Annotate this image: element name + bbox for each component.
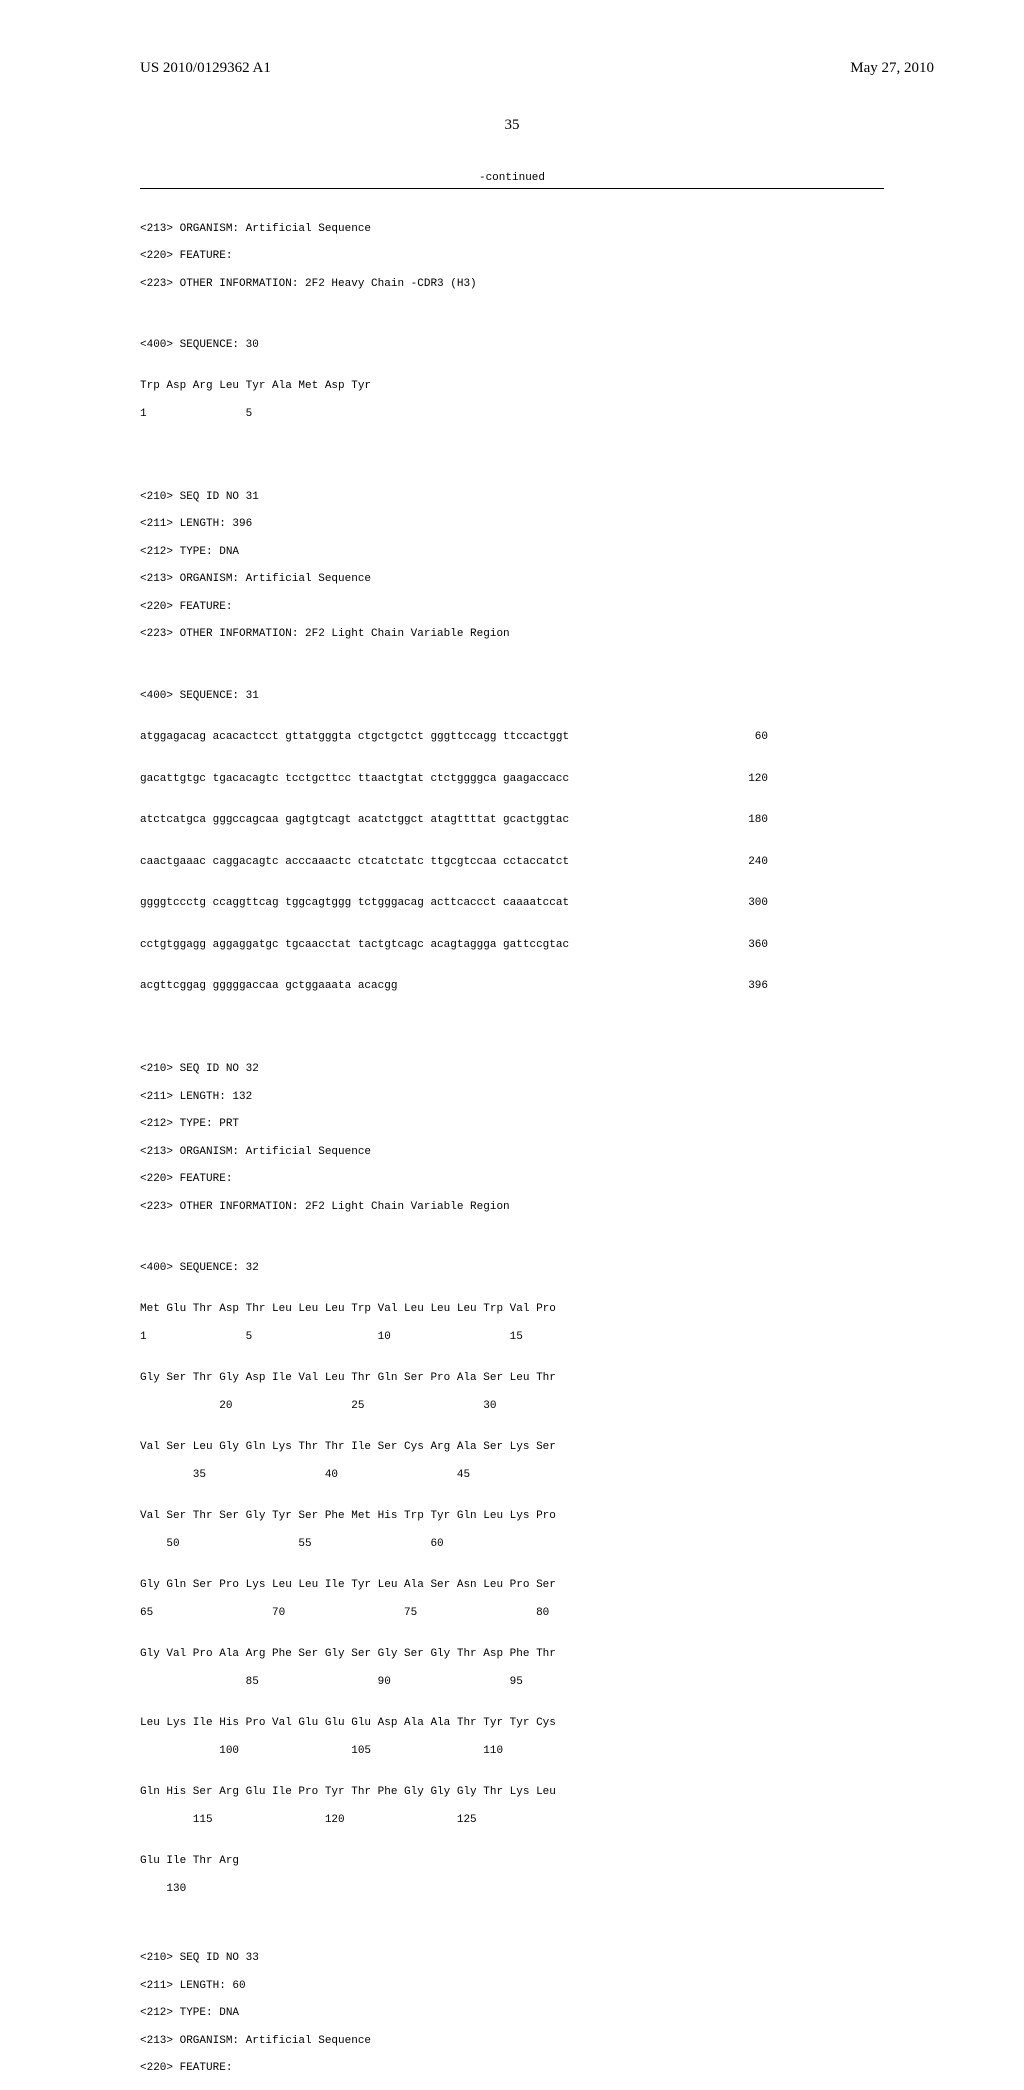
dna-num: 60 bbox=[755, 731, 768, 745]
num-line: 130 bbox=[140, 1883, 884, 1897]
seq31-feature: <220> FEATURE: bbox=[140, 601, 884, 615]
num-line: 50 55 60 bbox=[140, 1538, 884, 1552]
aa-line: Gln His Ser Arg Glu Ile Pro Tyr Thr Phe … bbox=[140, 1786, 884, 1800]
seq32-label: <400> SEQUENCE: 32 bbox=[140, 1262, 884, 1276]
aa-line: Met Glu Thr Asp Thr Leu Leu Leu Trp Val … bbox=[140, 1303, 884, 1317]
seq30-aa-line: Trp Asp Arg Leu Tyr Ala Met Asp Tyr bbox=[140, 380, 884, 394]
seq32-length: <211> LENGTH: 132 bbox=[140, 1091, 884, 1105]
aa-line: Gly Gln Ser Pro Lys Leu Leu Ile Tyr Leu … bbox=[140, 1579, 884, 1593]
seq30-organism: <213> ORGANISM: Artificial Sequence bbox=[140, 223, 884, 237]
aa-line: Gly Val Pro Ala Arg Phe Ser Gly Ser Gly … bbox=[140, 1648, 884, 1662]
num-line: 65 70 75 80 bbox=[140, 1607, 884, 1621]
num-line: 1 5 10 15 bbox=[140, 1331, 884, 1345]
aa-line: Glu Ile Thr Arg bbox=[140, 1855, 884, 1869]
seq31-type: <212> TYPE: DNA bbox=[140, 546, 884, 560]
dna-num: 180 bbox=[748, 814, 768, 828]
dna-seq: atctcatgca gggccagcaa gagtgtcagt acatctg… bbox=[140, 814, 569, 828]
num-line: 35 40 45 bbox=[140, 1469, 884, 1483]
dna-num: 120 bbox=[748, 773, 768, 787]
sequence-content: <213> ORGANISM: Artificial Sequence <220… bbox=[0, 189, 1024, 2090]
num-line: 115 120 125 bbox=[140, 1814, 884, 1828]
page-number: 35 bbox=[0, 117, 1024, 134]
dna-seq: caactgaaac caggacagtc acccaaactc ctcatct… bbox=[140, 856, 569, 870]
num-line: 85 90 95 bbox=[140, 1676, 884, 1690]
seq32-id: <210> SEQ ID NO 32 bbox=[140, 1063, 884, 1077]
num-line: 20 25 30 bbox=[140, 1400, 884, 1414]
seq32-feature: <220> FEATURE: bbox=[140, 1173, 884, 1187]
seq30-info: <223> OTHER INFORMATION: 2F2 Heavy Chain… bbox=[140, 278, 884, 292]
seq33-feature: <220> FEATURE: bbox=[140, 2062, 884, 2076]
dna-row: acgttcggag gggggaccaa gctggaaata acacgg 3… bbox=[140, 980, 768, 994]
aa-line: Val Ser Leu Gly Gln Lys Thr Thr Ile Ser … bbox=[140, 1441, 884, 1455]
seq31-id: <210> SEQ ID NO 31 bbox=[140, 491, 884, 505]
seq32-type: <212> TYPE: PRT bbox=[140, 1118, 884, 1132]
seq33-length: <211> LENGTH: 60 bbox=[140, 1980, 884, 1994]
dna-row: cctgtggagg aggaggatgc tgcaacctat tactgtc… bbox=[140, 939, 768, 953]
dna-seq: gacattgtgc tgacacagtc tcctgcttcc ttaactg… bbox=[140, 773, 569, 787]
seq31-info: <223> OTHER INFORMATION: 2F2 Light Chain… bbox=[140, 628, 884, 642]
dna-num: 240 bbox=[748, 856, 768, 870]
dna-row: ggggtccctg ccaggttcag tggcagtggg tctggga… bbox=[140, 897, 768, 911]
aa-line: Gly Ser Thr Gly Asp Ile Val Leu Thr Gln … bbox=[140, 1372, 884, 1386]
seq30-feature: <220> FEATURE: bbox=[140, 250, 884, 264]
dna-num: 396 bbox=[748, 980, 768, 994]
seq32-info: <223> OTHER INFORMATION: 2F2 Light Chain… bbox=[140, 1201, 884, 1215]
seq31-organism: <213> ORGANISM: Artificial Sequence bbox=[140, 573, 884, 587]
dna-seq: atggagacag acacactcct gttatgggta ctgctgc… bbox=[140, 731, 569, 745]
seq32-organism: <213> ORGANISM: Artificial Sequence bbox=[140, 1146, 884, 1160]
continued-label: -continued bbox=[0, 172, 1024, 184]
dna-row: gacattgtgc tgacacagtc tcctgcttcc ttaactg… bbox=[140, 773, 768, 787]
aa-line: Val Ser Thr Ser Gly Tyr Ser Phe Met His … bbox=[140, 1510, 884, 1524]
dna-num: 360 bbox=[748, 939, 768, 953]
seq33-type: <212> TYPE: DNA bbox=[140, 2007, 884, 2021]
seq33-id: <210> SEQ ID NO 33 bbox=[140, 1952, 884, 1966]
seq30-num-line: 1 5 bbox=[140, 408, 884, 422]
dna-row: caactgaaac caggacagtc acccaaactc ctcatct… bbox=[140, 856, 768, 870]
dna-seq: ggggtccctg ccaggttcag tggcagtggg tctggga… bbox=[140, 897, 569, 911]
dna-seq: cctgtggagg aggaggatgc tgcaacctat tactgtc… bbox=[140, 939, 569, 953]
publication-number: US 2010/0129362 A1 bbox=[140, 60, 271, 77]
seq30-label: <400> SEQUENCE: 30 bbox=[140, 339, 884, 353]
dna-row: atggagacag acacactcct gttatgggta ctgctgc… bbox=[140, 731, 768, 745]
seq33-organism: <213> ORGANISM: Artificial Sequence bbox=[140, 2035, 884, 2049]
page-header: US 2010/0129362 A1 May 27, 2010 bbox=[0, 0, 1024, 77]
num-line: 100 105 110 bbox=[140, 1745, 884, 1759]
seq31-label: <400> SEQUENCE: 31 bbox=[140, 690, 884, 704]
dna-row: atctcatgca gggccagcaa gagtgtcagt acatctg… bbox=[140, 814, 768, 828]
publication-date: May 27, 2010 bbox=[850, 60, 934, 77]
seq31-length: <211> LENGTH: 396 bbox=[140, 518, 884, 532]
dna-seq: acgttcggag gggggaccaa gctggaaata acacgg bbox=[140, 980, 397, 994]
aa-line: Leu Lys Ile His Pro Val Glu Glu Glu Asp … bbox=[140, 1717, 884, 1731]
dna-num: 300 bbox=[748, 897, 768, 911]
